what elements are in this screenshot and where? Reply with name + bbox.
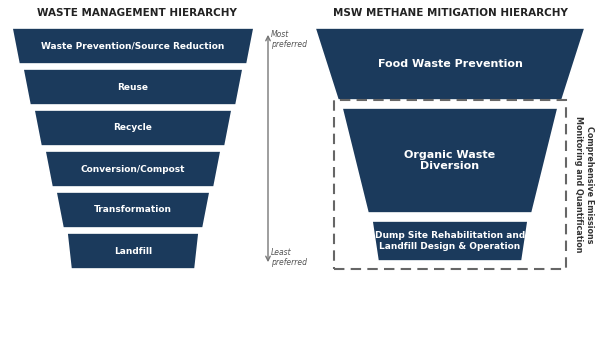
Polygon shape (56, 192, 210, 228)
Polygon shape (23, 69, 243, 105)
Polygon shape (34, 110, 232, 146)
Polygon shape (45, 151, 221, 187)
Text: Most
preferred: Most preferred (271, 30, 307, 50)
Text: Transformation: Transformation (94, 206, 172, 215)
Polygon shape (372, 221, 528, 261)
Polygon shape (315, 28, 585, 100)
Polygon shape (12, 28, 254, 64)
Text: Recycle: Recycle (113, 124, 152, 132)
Text: WASTE MANAGEMENT HIERARCHY: WASTE MANAGEMENT HIERARCHY (37, 8, 237, 18)
Polygon shape (342, 108, 558, 213)
Text: Conversion/Compost: Conversion/Compost (81, 165, 185, 173)
Text: Waste Prevention/Source Reduction: Waste Prevention/Source Reduction (41, 41, 224, 51)
Text: Least
preferred: Least preferred (271, 247, 307, 267)
Bar (334, 100, 566, 269)
Polygon shape (67, 233, 199, 269)
Text: Comprehensive Emissions
Monitoring and Quantification: Comprehensive Emissions Monitoring and Q… (574, 116, 594, 253)
Text: Food Waste Prevention: Food Waste Prevention (377, 59, 523, 69)
Text: MSW METHANE MITIGATION HIERARCHY: MSW METHANE MITIGATION HIERARCHY (332, 8, 568, 18)
Text: Landfill: Landfill (114, 246, 152, 256)
Text: Organic Waste
Diversion: Organic Waste Diversion (404, 150, 496, 171)
Text: Dump Site Rehabilitation and
Landfill Design & Operation: Dump Site Rehabilitation and Landfill De… (375, 231, 525, 251)
Text: Reuse: Reuse (118, 82, 149, 91)
